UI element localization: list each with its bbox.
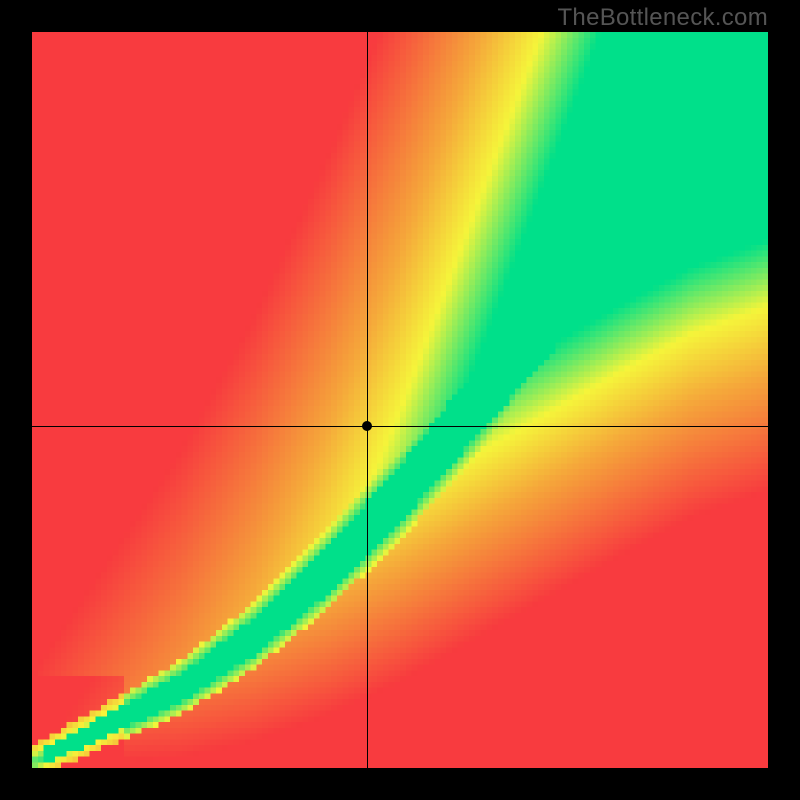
heatmap-frame [32,32,768,768]
chart-container: TheBottleneck.com [0,0,800,800]
crosshair-dot [362,421,372,431]
watermark-text: TheBottleneck.com [557,4,768,32]
crosshair-horizontal [32,426,768,427]
bottleneck-heatmap [32,32,768,768]
crosshair-vertical [367,32,368,768]
